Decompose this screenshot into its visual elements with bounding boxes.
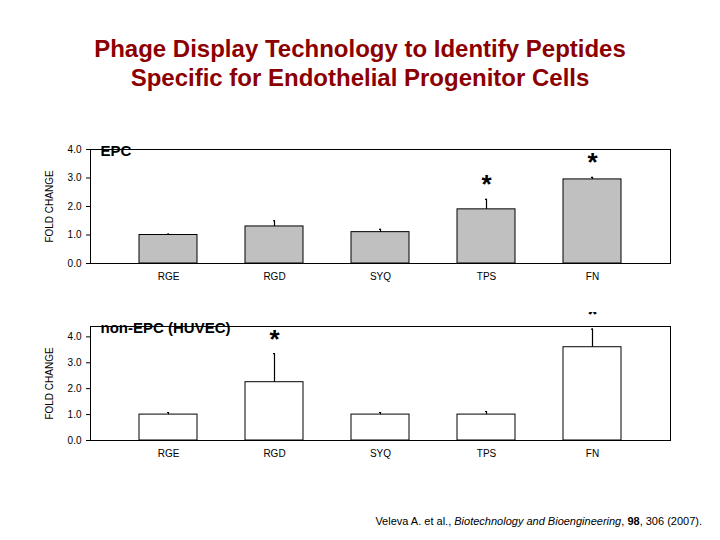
svg-text:2.0: 2.0 bbox=[68, 383, 82, 394]
svg-text:1.0: 1.0 bbox=[68, 409, 82, 420]
svg-text:EPC: EPC bbox=[101, 142, 132, 159]
svg-text:*: * bbox=[481, 169, 492, 199]
svg-text:3.0: 3.0 bbox=[68, 172, 82, 183]
svg-text:RGE: RGE bbox=[158, 271, 180, 282]
html-text:Veleva A. et al., Biotechnolog: Veleva A. et al., Biotechnology and Bioe… bbox=[375, 515, 702, 527]
svg-text:FN: FN bbox=[586, 271, 599, 282]
svg-text:4.0: 4.0 bbox=[68, 144, 82, 155]
svg-text:TPS: TPS bbox=[477, 448, 497, 459]
html-text:Phage Display Technology to Id: Phage Display Technology to Identify Pep… bbox=[94, 35, 626, 62]
svg-text:3.0: 3.0 bbox=[68, 357, 82, 368]
svg-text:RGD: RGD bbox=[263, 448, 285, 459]
svg-text:SYQ: SYQ bbox=[370, 271, 391, 282]
svg-text:RGE: RGE bbox=[158, 448, 180, 459]
svg-text:*: * bbox=[269, 324, 280, 354]
svg-text:FOLD CHANGE: FOLD CHANGE bbox=[44, 170, 55, 243]
svg-text:FN: FN bbox=[586, 448, 599, 459]
svg-text:TPS: TPS bbox=[477, 271, 497, 282]
html-text:Specific for Endothelial Proge: Specific for Endothelial Progenitor Cell… bbox=[130, 64, 590, 91]
svg-text:RGD: RGD bbox=[263, 271, 285, 282]
svg-text:0.0: 0.0 bbox=[68, 435, 82, 446]
svg-text:2.0: 2.0 bbox=[68, 201, 82, 212]
svg-text:SYQ: SYQ bbox=[370, 448, 391, 459]
svg-text:0.0: 0.0 bbox=[68, 258, 82, 269]
svg-text:1.0: 1.0 bbox=[68, 229, 82, 240]
svg-text:non-EPC (HUVEC): non-EPC (HUVEC) bbox=[101, 319, 231, 336]
svg-text:*: * bbox=[587, 147, 598, 177]
svg-text:FOLD CHANGE: FOLD CHANGE bbox=[44, 347, 55, 420]
svg-text:4.0: 4.0 bbox=[68, 331, 82, 342]
